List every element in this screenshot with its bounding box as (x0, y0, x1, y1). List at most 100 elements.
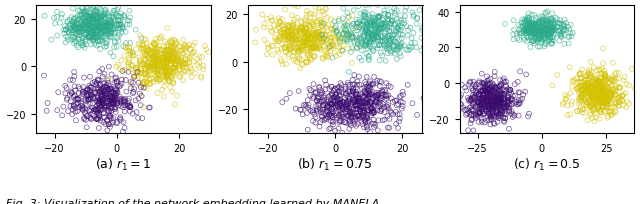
Point (323, 46, 333, 49)
Point (163, 49, 173, 52)
Point (412, 17, 422, 20)
Point (596, 89, 606, 92)
Point (599, 85, 609, 88)
Point (127, 112, 138, 116)
Point (330, 130, 340, 133)
Point (143, 49, 153, 52)
Point (82, 89, 92, 93)
Point (288, 22, 298, 25)
Point (62, 21, 72, 24)
Point (335, 109, 346, 112)
Point (590, 87, 600, 90)
Point (110, 93, 120, 96)
Point (92, 100, 102, 103)
Point (618, 95, 628, 98)
Point (614, 96, 624, 99)
Point (78, 106, 88, 109)
Point (352, 93, 362, 96)
Point (362, 41, 372, 44)
Point (257, 14, 268, 17)
Point (299, 104, 309, 107)
Point (150, 57, 160, 60)
Point (84, 24, 95, 27)
Point (486, 108, 496, 111)
Point (70, 26, 80, 29)
Point (482, 84, 492, 88)
Point (526, 24, 536, 27)
Point (104, 89, 114, 92)
Point (136, 63, 146, 67)
Point (624, 84, 634, 88)
Point (374, 41, 384, 44)
Point (380, 47, 390, 51)
Point (120, 100, 131, 104)
Point (88, 27, 98, 30)
Point (76, 21, 86, 25)
Point (584, 86, 594, 90)
Point (271, 39, 282, 42)
Point (480, 86, 490, 89)
Point (163, 59, 173, 62)
Point (482, 94, 492, 98)
Point (591, 99, 602, 102)
Point (586, 61, 596, 64)
Point (636, 83, 640, 86)
Point (350, 93, 360, 96)
Point (588, 81, 598, 84)
Point (369, 111, 380, 114)
Point (96, 101, 106, 104)
Point (102, 23, 113, 26)
Point (597, 86, 607, 90)
Point (74, 26, 84, 29)
Point (506, 89, 516, 92)
Point (81, 89, 91, 92)
Point (161, 61, 172, 64)
Point (285, 92, 295, 95)
Point (485, 92, 495, 95)
Point (79, 24, 89, 28)
Point (325, 94, 335, 98)
Point (502, 99, 513, 102)
Point (291, 35, 301, 38)
Point (525, 26, 535, 29)
Point (314, 96, 324, 99)
Point (316, 89, 326, 92)
Point (327, 92, 337, 95)
Point (583, 99, 593, 102)
Point (301, 40, 312, 43)
Point (561, 22, 571, 26)
Point (477, 106, 488, 109)
Point (526, 22, 536, 26)
Point (92, 104, 102, 108)
Point (319, 94, 329, 97)
Point (162, 74, 172, 77)
Point (604, 98, 614, 101)
Point (509, 114, 520, 118)
Point (136, 77, 147, 80)
Point (309, 56, 319, 59)
Point (348, 23, 358, 27)
Point (600, 93, 611, 96)
Point (100, 46, 110, 49)
Point (493, 91, 503, 95)
Point (602, 100, 612, 103)
Point (482, 99, 492, 102)
Point (384, 127, 394, 130)
Point (485, 78, 495, 81)
Point (346, 115, 356, 119)
Point (480, 108, 490, 112)
Point (394, 120, 404, 123)
Point (99, 19, 109, 22)
Point (585, 90, 595, 93)
Point (372, 30, 383, 33)
Point (596, 84, 607, 87)
Point (340, 121, 350, 124)
Point (539, 37, 549, 40)
Point (520, 29, 530, 32)
Point (125, 110, 135, 113)
Point (88, 40, 99, 43)
Point (455, 103, 465, 106)
Point (171, 55, 181, 58)
Point (589, 92, 599, 95)
Point (489, 102, 499, 105)
